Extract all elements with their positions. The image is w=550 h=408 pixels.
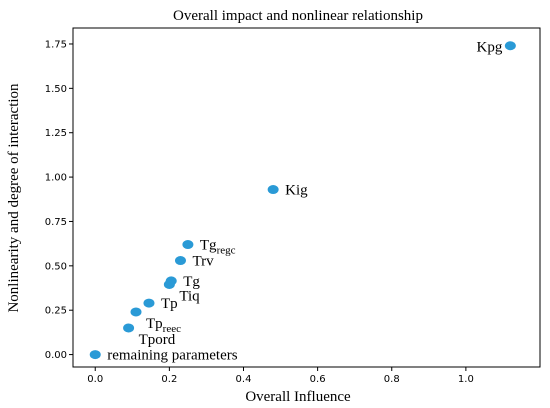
- data-point: [504, 41, 516, 51]
- point-label-text: Trv: [192, 254, 214, 270]
- point-label: Tpord: [139, 332, 176, 348]
- y-tick-label: 1.00: [45, 173, 67, 184]
- point-label-text: Tg: [200, 238, 217, 254]
- plot-area-frame: [72, 27, 541, 368]
- data-point: [130, 307, 142, 317]
- point-label: Kig: [285, 183, 308, 199]
- point-label-subscript: reec: [163, 323, 181, 335]
- point-label-text: Kig: [285, 183, 308, 199]
- point-labels: KpgKigTgregcTrvTgTiqTpTpreecTpordremaini…: [107, 40, 503, 364]
- y-tick-label: 0.50: [45, 261, 67, 272]
- x-tick-label: 0.6: [310, 374, 326, 385]
- data-points: [89, 41, 516, 360]
- point-label: Kpg: [477, 40, 503, 56]
- point-label: Tiq: [179, 288, 200, 304]
- x-tick-label: 1.0: [458, 374, 474, 385]
- point-label-text: Tpord: [139, 332, 176, 348]
- x-axis: 0.0 0.2 0.4 0.6 0.8 1.0: [87, 367, 474, 385]
- data-point: [174, 256, 186, 266]
- data-point: [163, 279, 175, 289]
- point-label: Trv: [192, 254, 214, 270]
- y-axis-label: Nonlinearity and degree of interaction: [6, 83, 22, 313]
- point-label-text: Tiq: [179, 288, 200, 304]
- x-tick-label: 0.0: [87, 374, 103, 385]
- point-label-subscript: regc: [217, 245, 236, 257]
- data-point: [89, 350, 101, 360]
- y-tick-label: 1.75: [45, 39, 67, 50]
- point-label-text: Kpg: [477, 40, 503, 56]
- chart-title: Overall impact and nonlinear relationshi…: [173, 8, 423, 24]
- point-label-text: Tp: [161, 296, 178, 312]
- point-label-text: remaining parameters: [107, 348, 238, 364]
- data-point: [267, 185, 279, 195]
- x-axis-label: Overall Influence: [245, 389, 351, 405]
- x-tick-label: 0.2: [161, 374, 177, 385]
- y-tick-label: 0.00: [45, 350, 67, 361]
- y-tick-label: 0.25: [45, 306, 67, 317]
- point-label: Tg: [183, 274, 200, 290]
- x-tick-label: 0.8: [384, 374, 400, 385]
- data-point: [182, 240, 194, 250]
- point-label: Tgregc: [200, 238, 236, 257]
- point-label: Tpreec: [146, 316, 181, 335]
- x-tick-label: 0.4: [236, 374, 252, 385]
- point-label-text: Tg: [183, 274, 200, 290]
- point-label-text: Tp: [146, 316, 163, 332]
- y-tick-label: 1.50: [45, 84, 67, 95]
- y-axis: 0.00 0.25 0.50 0.75 1.00 1.25 1.50 1.75: [45, 39, 73, 361]
- y-tick-label: 0.75: [45, 217, 67, 228]
- point-label: Tp: [161, 296, 178, 312]
- data-point: [143, 298, 155, 308]
- point-label: remaining parameters: [107, 348, 238, 364]
- data-point: [123, 323, 135, 333]
- y-tick-label: 1.25: [45, 128, 67, 139]
